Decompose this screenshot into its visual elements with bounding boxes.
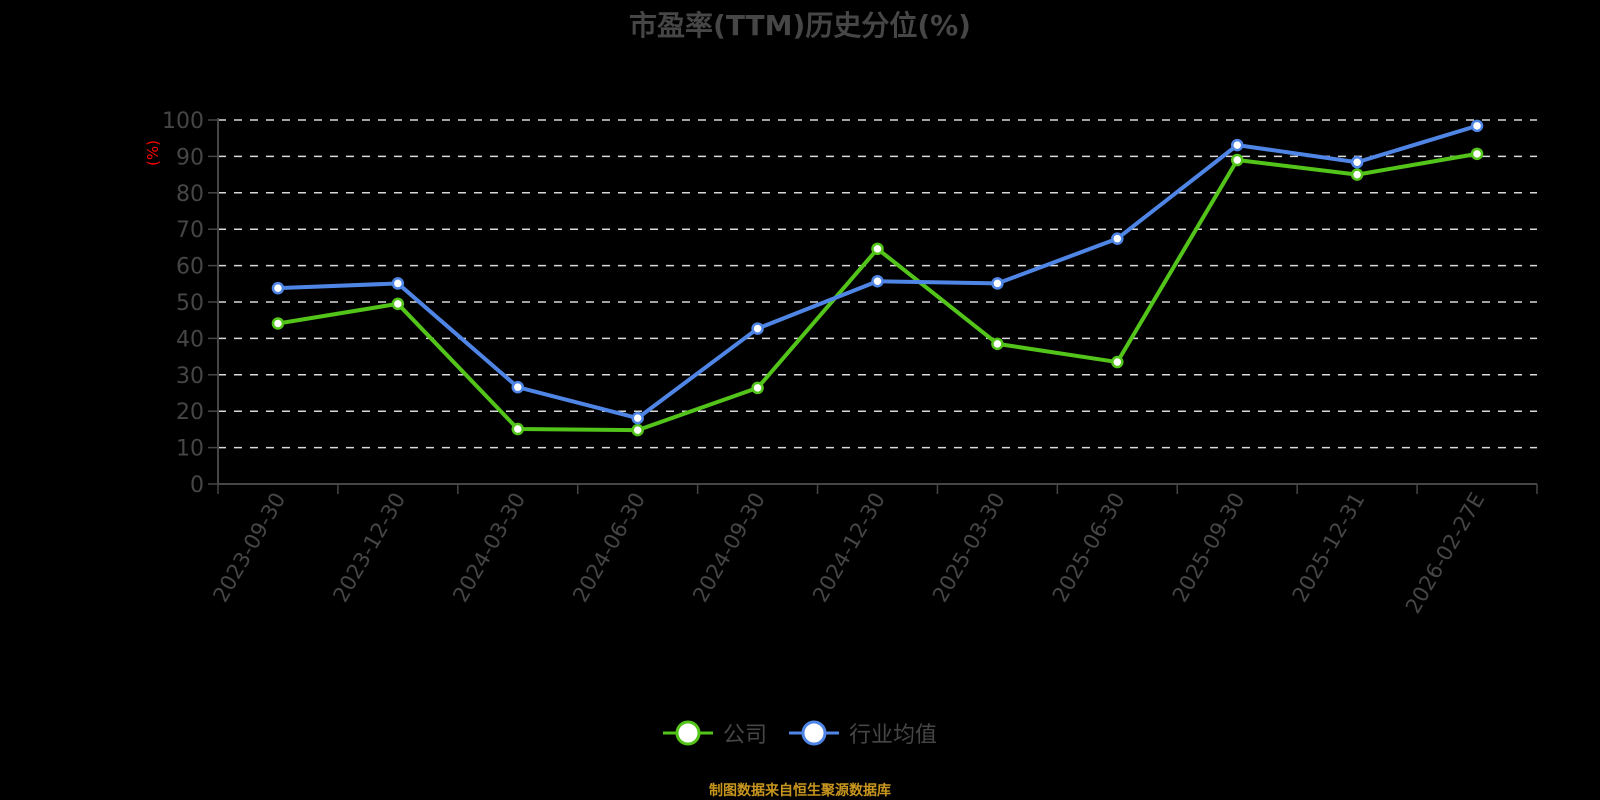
y-tick-label: 60 — [176, 255, 204, 280]
legend-circle-line-icon — [789, 720, 839, 746]
data-point[interactable] — [1470, 147, 1484, 161]
legend-circle-line-icon — [662, 720, 713, 746]
chart-legend: 公司 行业均值 — [0, 717, 1600, 749]
data-point[interactable] — [1230, 138, 1244, 152]
x-tick-label: 2024-09-30 — [688, 489, 770, 607]
data-point[interactable] — [1350, 155, 1364, 169]
data-source-note: 制图数据来自恒生聚源数据库 — [709, 783, 891, 799]
y-tick-label: 90 — [176, 145, 204, 170]
data-point[interactable] — [751, 322, 764, 335]
legend-label: 公司 — [722, 723, 767, 748]
data-point[interactable] — [1350, 168, 1364, 181]
data-point[interactable] — [631, 423, 644, 437]
data-point[interactable] — [511, 422, 525, 436]
y-tick-label: 50 — [176, 291, 204, 316]
x-tick-label: 2023-12-30 — [328, 489, 410, 607]
x-tick-label: 2026-02-27E — [1401, 489, 1489, 618]
x-tick-label: 2023-09-30 — [208, 489, 290, 607]
series-line-0 — [275, 151, 1480, 433]
y-tick-label: 30 — [176, 364, 204, 389]
y-tick-label: 40 — [176, 327, 204, 352]
legend-label: 行业均值 — [849, 723, 938, 748]
axes: 0 10 20 30 40 50 60 70 80 90 100 2023-09-30 2023-12-… — [162, 109, 1538, 618]
y-axis-unit-label: (%) — [144, 140, 162, 166]
chart-title: 市盈率(TTM)历史分位(%) — [629, 9, 971, 42]
x-tick-label: 2025-12-31 — [1288, 489, 1370, 607]
x-tick-label: 2024-06-30 — [568, 489, 650, 607]
data-point[interactable] — [991, 277, 1004, 290]
y-tick-label: 20 — [176, 400, 204, 425]
data-point[interactable] — [631, 411, 644, 425]
data-point[interactable] — [1230, 153, 1244, 167]
gridlines — [218, 119, 1537, 449]
data-point[interactable] — [751, 381, 764, 395]
data-point[interactable] — [1111, 232, 1124, 245]
data-point[interactable] — [991, 337, 1004, 351]
y-tick-label: 100 — [162, 109, 204, 134]
x-tick-label: 2025-09-30 — [1168, 489, 1250, 607]
x-tick-label: 2024-12-30 — [808, 489, 890, 607]
y-tick-label: 0 — [190, 473, 204, 498]
data-point[interactable] — [871, 275, 884, 288]
data-point[interactable] — [391, 277, 405, 290]
legend-item-0[interactable]: 公司 — [662, 717, 767, 749]
y-tick-label: 70 — [176, 218, 204, 243]
x-tick-label: 2024-03-30 — [448, 489, 530, 607]
data-point[interactable] — [511, 380, 525, 394]
data-point[interactable] — [1111, 355, 1124, 369]
data-point[interactable] — [391, 297, 405, 311]
series-lines — [271, 119, 1484, 437]
x-tick-label: 2025-06-30 — [1048, 489, 1130, 607]
x-tick-label: 2025-03-30 — [928, 489, 1010, 607]
data-point[interactable] — [871, 242, 884, 256]
legend-item-1[interactable]: 行业均值 — [789, 717, 937, 749]
y-tick-label: 10 — [176, 437, 204, 462]
y-tick-label: 80 — [176, 182, 204, 207]
data-point[interactable] — [271, 281, 285, 295]
data-point[interactable] — [1470, 119, 1484, 133]
data-point[interactable] — [271, 317, 285, 330]
